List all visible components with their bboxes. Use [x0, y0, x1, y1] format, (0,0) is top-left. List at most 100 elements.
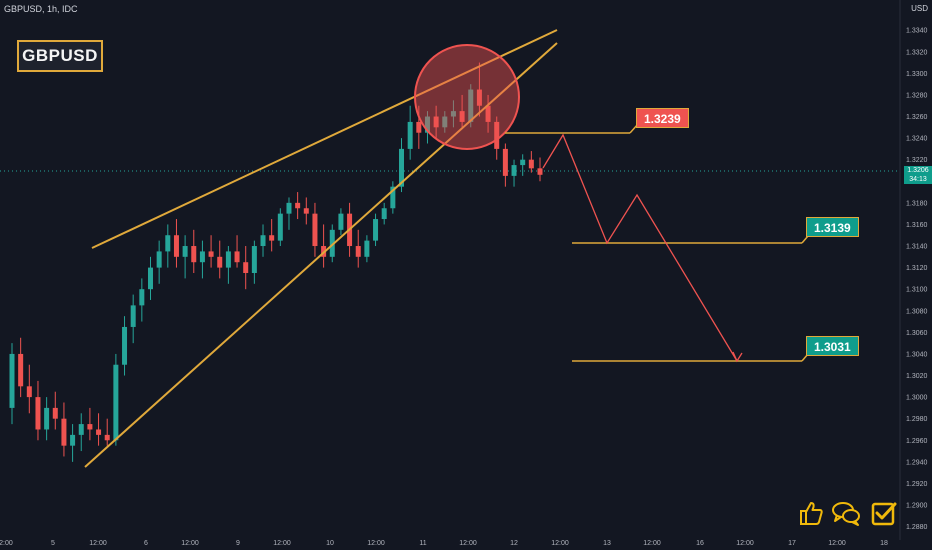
candle-body[interactable]: [381, 208, 387, 220]
checkbox-icon[interactable]: [871, 500, 897, 526]
time-tick-label: 12:00: [367, 540, 385, 547]
time-tick-label: 12:00: [459, 540, 477, 547]
projection-path[interactable]: [542, 133, 738, 362]
candle-body[interactable]: [156, 251, 162, 268]
candle-body[interactable]: [373, 219, 379, 241]
candle-body[interactable]: [286, 202, 292, 214]
price-tick-label: 1.3140: [906, 244, 928, 251]
candle-body[interactable]: [44, 407, 50, 430]
candle-body[interactable]: [295, 202, 301, 209]
candle-body[interactable]: [251, 246, 257, 273]
candle-body[interactable]: [269, 235, 275, 241]
candle-body[interactable]: [424, 116, 430, 133]
candle-body[interactable]: [182, 246, 188, 257]
price-tick-label: 1.3020: [906, 373, 928, 380]
candle-body[interactable]: [338, 213, 344, 230]
candle-body[interactable]: [260, 235, 266, 247]
candle-body[interactable]: [35, 397, 41, 430]
candle-body[interactable]: [433, 116, 439, 128]
time-tick-label: 5: [51, 540, 55, 547]
candle-body[interactable]: [217, 256, 223, 268]
candle-body[interactable]: [208, 251, 214, 257]
time-tick-label: 16: [696, 540, 704, 547]
candle-body[interactable]: [485, 105, 491, 122]
price-tick-label: 1.3000: [906, 395, 928, 402]
wedge-upper-line[interactable]: [91, 29, 558, 249]
time-tick-label: 9: [236, 540, 240, 547]
candle-body[interactable]: [61, 418, 67, 446]
breakout-highlight-circle[interactable]: [414, 44, 520, 150]
candle-body[interactable]: [225, 251, 231, 268]
time-tick-label: 10: [326, 540, 334, 547]
candle-body[interactable]: [130, 305, 136, 327]
candle-body[interactable]: [87, 424, 93, 430]
thumbs-up-icon[interactable]: [798, 500, 824, 526]
candle-body[interactable]: [96, 429, 102, 435]
candle-body[interactable]: [476, 89, 482, 106]
price-tick-label: 1.2900: [906, 503, 928, 510]
candle-body[interactable]: [70, 434, 76, 446]
time-scale[interactable]: 12:00 5 12:00 6 12:00 9 12:00 10 12:00 11 12:00 12 1…: [0, 540, 888, 547]
price-tick-label: 1.2960: [906, 438, 928, 445]
candle-body[interactable]: [459, 111, 465, 122]
time-tick-label: 12: [510, 540, 518, 547]
time-tick-label: 12:00: [181, 540, 199, 547]
candle-body[interactable]: [243, 262, 249, 273]
level-tag-1[interactable]: 1.3239: [636, 108, 689, 128]
candle-body[interactable]: [399, 148, 405, 187]
candle-body[interactable]: [277, 213, 283, 241]
price-tick-label: 1.3220: [906, 157, 928, 164]
candle-body[interactable]: [303, 208, 309, 214]
candle-body[interactable]: [364, 240, 370, 257]
candle-body[interactable]: [26, 386, 32, 398]
candle-body[interactable]: [139, 289, 145, 306]
candle-body[interactable]: [494, 121, 500, 149]
price-tick-label: 1.2940: [906, 459, 928, 466]
level-tag-3[interactable]: 1.3031: [806, 336, 859, 356]
candle-body[interactable]: [78, 424, 84, 435]
candle-body[interactable]: [390, 186, 396, 209]
level-tag-2[interactable]: 1.3139: [806, 217, 859, 237]
candle-body[interactable]: [18, 353, 24, 387]
candle-body[interactable]: [234, 251, 240, 263]
candle-body[interactable]: [113, 364, 119, 441]
candle-body[interactable]: [147, 267, 153, 290]
candle-body[interactable]: [9, 353, 15, 408]
current-price-value: 1.3206: [907, 167, 929, 174]
price-tick-label: 1.2920: [906, 481, 928, 488]
candle-body[interactable]: [199, 251, 205, 263]
currency-label: USD: [911, 4, 928, 13]
price-tick-label: 1.3160: [906, 222, 928, 229]
price-scale[interactable]: 1.3340 1.3320 1.3300 1.3280 1.3260 1.3240 1.32…: [906, 28, 928, 531]
candle-body[interactable]: [52, 407, 58, 419]
time-tick-label: 12:00: [273, 540, 291, 547]
wedge-lower-line[interactable]: [84, 42, 558, 468]
candle-body[interactable]: [528, 159, 534, 169]
candle-body[interactable]: [104, 434, 110, 441]
comments-icon[interactable]: [831, 500, 861, 526]
candle-body[interactable]: [122, 326, 128, 365]
candle-body[interactable]: [511, 165, 517, 176]
candle-body[interactable]: [165, 235, 171, 252]
candle-body[interactable]: [537, 168, 543, 175]
candle-body[interactable]: [173, 235, 179, 257]
candle-body[interactable]: [416, 121, 422, 133]
current-price-badge: 1.3206 34:13: [904, 166, 932, 184]
candle-body[interactable]: [442, 116, 448, 128]
candle-body[interactable]: [450, 111, 456, 117]
candle-body[interactable]: [502, 148, 508, 176]
candle-body[interactable]: [191, 246, 197, 263]
candle-body[interactable]: [355, 246, 361, 257]
price-tick-label: 1.3040: [906, 351, 928, 358]
chart-title: GBPUSD, 1h, IDC: [4, 4, 78, 14]
candle-body[interactable]: [312, 213, 318, 247]
time-tick-label: 12:00: [89, 540, 107, 547]
candle-body[interactable]: [329, 229, 335, 257]
candle-body[interactable]: [468, 89, 474, 122]
candle-countdown: 34:13: [909, 176, 927, 183]
candle-body[interactable]: [407, 121, 413, 149]
candle-body[interactable]: [520, 159, 526, 166]
price-tick-label: 1.3280: [906, 92, 928, 99]
